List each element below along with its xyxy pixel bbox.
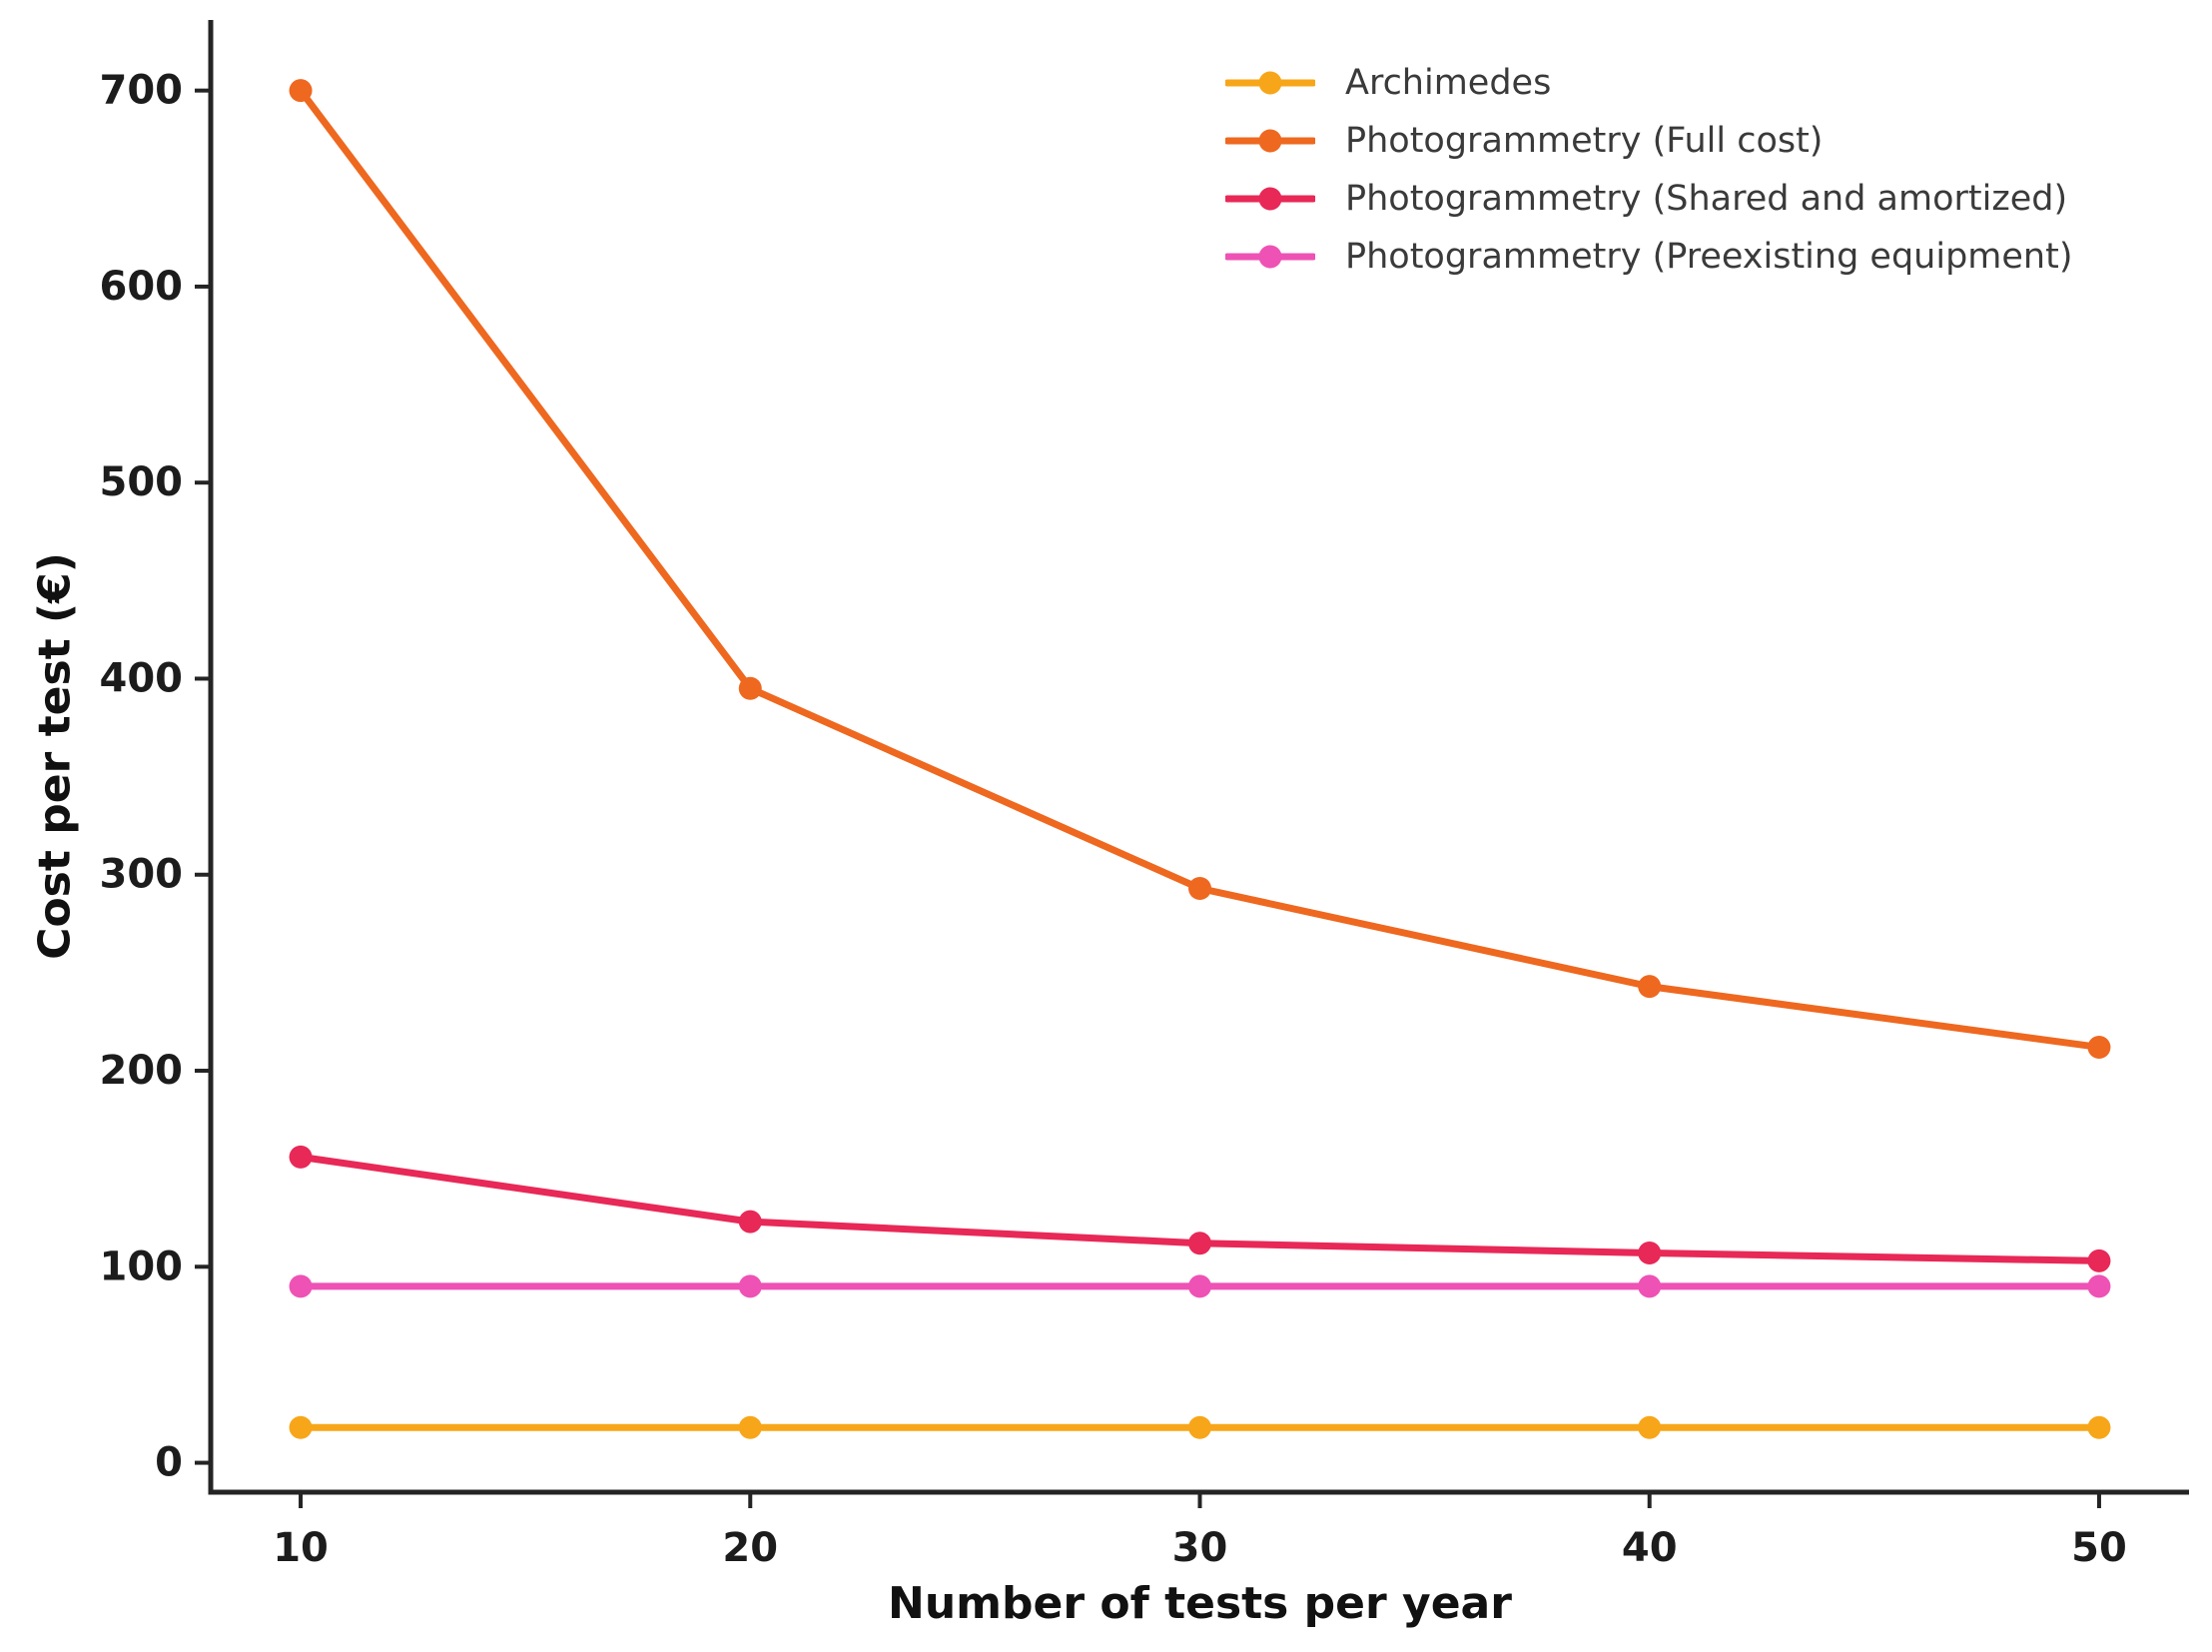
legend-marker	[1258, 245, 1282, 269]
data-point-archimedes	[2087, 1415, 2111, 1439]
legend-swatch-icon	[1225, 129, 1315, 153]
x-axis-label: Number of tests per year	[888, 1578, 1512, 1629]
data-point-photogrammetry-preexisting-equipment	[289, 1274, 313, 1298]
legend-marker	[1258, 71, 1282, 95]
data-point-photogrammetry-preexisting-equipment	[2087, 1274, 2111, 1298]
x-tick-label: 40	[1622, 1525, 1678, 1571]
y-tick-label: 600	[100, 264, 184, 310]
y-axis-label: Cost per test (€)	[29, 552, 81, 960]
y-tick-label: 400	[100, 655, 184, 701]
data-point-archimedes	[1188, 1415, 1211, 1439]
legend-marker	[1258, 187, 1282, 211]
data-point-photogrammetry-full-cost	[738, 676, 762, 700]
legend-swatch-icon	[1225, 245, 1315, 269]
y-tick-label: 500	[100, 459, 184, 505]
data-point-photogrammetry-preexisting-equipment	[738, 1274, 762, 1298]
legend: Archimedes Photogrammetry (Full cost) Phot…	[1225, 54, 2073, 286]
data-point-photogrammetry-preexisting-equipment	[1638, 1274, 1662, 1298]
legend-item: Photogrammetry (Preexisting equipment)	[1225, 228, 2073, 286]
legend-item: Photogrammetry (Full cost)	[1225, 112, 2073, 170]
legend-label: Photogrammetry (Preexisting equipment)	[1345, 237, 2073, 277]
data-point-archimedes	[289, 1415, 313, 1439]
data-point-photogrammetry-shared-and-amortized	[738, 1210, 762, 1234]
data-point-photogrammetry-shared-and-amortized	[1188, 1232, 1211, 1255]
legend-label: Archimedes	[1345, 63, 1552, 103]
data-point-photogrammetry-full-cost	[289, 79, 313, 103]
data-point-photogrammetry-shared-and-amortized	[1638, 1241, 1662, 1265]
data-point-photogrammetry-shared-and-amortized	[289, 1145, 313, 1169]
data-point-photogrammetry-preexisting-equipment	[1188, 1274, 1211, 1298]
legend-swatch-icon	[1225, 71, 1315, 95]
data-point-photogrammetry-full-cost	[2087, 1035, 2111, 1059]
legend-item: Photogrammetry (Shared and amortized)	[1225, 170, 2073, 228]
y-tick-label: 300	[100, 852, 184, 898]
legend-label: Photogrammetry (Shared and amortized)	[1345, 179, 2068, 219]
y-tick-label: 200	[100, 1048, 184, 1094]
x-tick-label: 10	[273, 1525, 329, 1571]
x-tick-label: 20	[722, 1525, 778, 1571]
data-point-archimedes	[738, 1415, 762, 1439]
data-point-photogrammetry-full-cost	[1638, 975, 1662, 999]
legend-swatch-icon	[1225, 187, 1315, 211]
legend-label: Photogrammetry (Full cost)	[1345, 121, 1824, 161]
legend-marker	[1258, 129, 1282, 153]
data-point-archimedes	[1638, 1415, 1662, 1439]
legend-item: Archimedes	[1225, 54, 2073, 112]
y-tick-label: 700	[100, 68, 184, 114]
x-tick-label: 30	[1172, 1525, 1228, 1571]
y-tick-label: 100	[100, 1243, 184, 1289]
y-tick-label: 0	[155, 1440, 183, 1486]
data-point-photogrammetry-shared-and-amortized	[2087, 1248, 2111, 1272]
x-tick-label: 50	[2071, 1525, 2127, 1571]
data-point-photogrammetry-full-cost	[1188, 876, 1211, 900]
